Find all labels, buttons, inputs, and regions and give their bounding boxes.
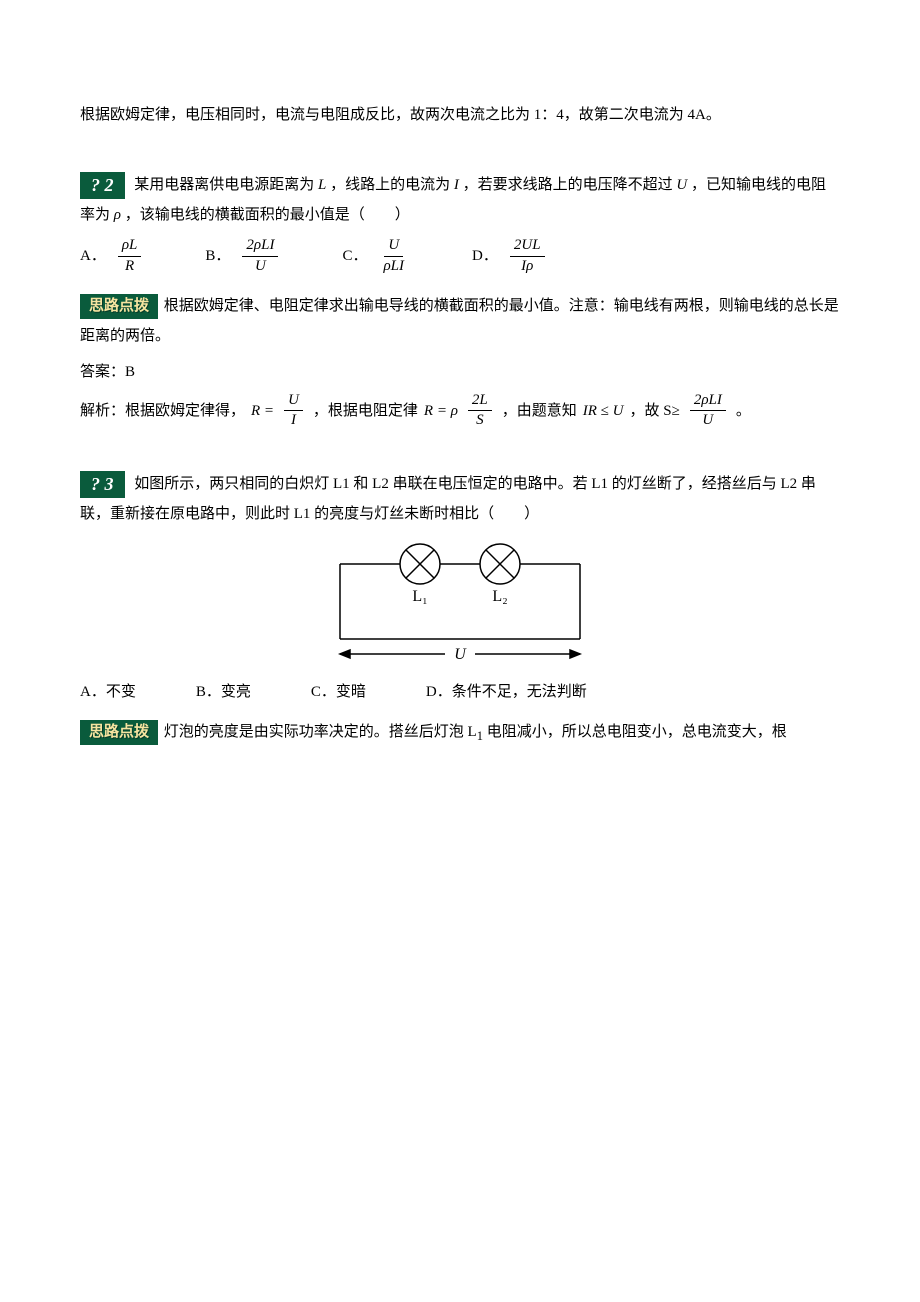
- circuit-L2-label: L₂: [492, 588, 507, 605]
- q2-opt-A-den: R: [121, 257, 138, 275]
- q3-opt-B-text: 变亮: [221, 684, 251, 700]
- prev-explanation: 根据欧姆定律，电压相同时，电流与电阻成反比，故两次电流之比为 1：4，故第二次电…: [80, 100, 840, 130]
- q3-hint-pre: 灯泡的亮度是由实际功率决定的。搭丝后灯泡 L: [164, 724, 477, 740]
- q2-opt-A-num: ρL: [118, 238, 142, 257]
- q2-expl-mid1: ，根据电阻定律: [313, 396, 418, 426]
- q2-opt-A: A． ρL R: [80, 238, 145, 275]
- q2-answer-val: B: [125, 364, 135, 380]
- q2-opt-D-label: D．: [472, 241, 498, 271]
- q3-hint-post: 电阻减小，所以总电阻变小，总电流变大，根: [483, 724, 787, 740]
- q3-opt-D-label: D．: [426, 684, 452, 700]
- q3-opt-C-text: 变暗: [336, 684, 366, 700]
- q2-opt-B-label: B．: [205, 241, 230, 271]
- circuit-diagram: L₁ L₂ U: [310, 539, 610, 669]
- q2-opt-B-frac: 2ρLI U: [242, 238, 278, 275]
- q2-var-U: U: [676, 177, 687, 193]
- q2-opt-B-num: 2ρLI: [242, 238, 278, 257]
- q3-opt-B: B．变亮: [196, 677, 251, 707]
- q2-opt-C-num: U: [384, 238, 403, 257]
- q2-var-L: L: [318, 177, 326, 193]
- q2-opt-D-num: 2UL: [510, 238, 545, 257]
- q2-hint-badge: 思路点拨: [80, 294, 158, 319]
- q2-opt-C-frac: U ρLI: [379, 238, 408, 275]
- q2-expl-S-num: 2ρLI: [690, 393, 726, 412]
- q2-explanation: 解析：根据欧姆定律得， R = U I ，根据电阻定律 R = ρ 2L S ，…: [80, 393, 840, 430]
- q2-stem-e: ，该输电线的横截面积的最小值是（ ）: [125, 207, 410, 223]
- q2-expl-R2-num: 2L: [468, 393, 492, 412]
- q2-opt-B-den: U: [251, 257, 270, 275]
- q3-stem-text: 如图所示，两只相同的白炽灯 L1 和 L2 串联在电压恒定的电路中。若 L1 的…: [80, 476, 816, 522]
- q3-opt-C-label: C．: [311, 684, 336, 700]
- q2-expl-R1-frac: U I: [284, 393, 303, 430]
- q3-opt-D: D．条件不足，无法判断: [426, 677, 587, 707]
- q2-opt-D: D． 2UL Iρ: [472, 238, 549, 275]
- q2-var-I: I: [454, 177, 459, 193]
- q2-expl-ineq: IR ≤ U: [583, 396, 624, 426]
- q2-expl-S-den: U: [698, 411, 717, 429]
- q2-expl-label: 解析：根据欧姆定律得，: [80, 396, 245, 426]
- q2-answer: 答案：B: [80, 357, 840, 387]
- q2-opt-A-frac: ρL R: [118, 238, 142, 275]
- q2-opt-D-frac: 2UL Iρ: [510, 238, 545, 275]
- q2-expl-S-frac: 2ρLI U: [690, 393, 726, 430]
- question-2: ? 2 某用电器离供电电源距离为 L ，线路上的电流为 I ，若要求线路上的电压…: [80, 170, 840, 429]
- q2-expl-R2-lhs: R = ρ: [424, 396, 458, 426]
- q2-expl-end: 。: [736, 396, 751, 426]
- q2-opt-C-den: ρLI: [379, 257, 408, 275]
- q3-opt-D-text: 条件不足，无法判断: [452, 684, 587, 700]
- circuit-L1-label: L₁: [412, 588, 427, 605]
- q3-circuit: L₁ L₂ U: [80, 539, 840, 669]
- q2-stem: ? 2 某用电器离供电电源距离为 L ，线路上的电流为 I ，若要求线路上的电压…: [80, 170, 840, 230]
- q2-expl-R1-lhs: R =: [251, 396, 274, 426]
- q3-hint: 思路点拨 灯泡的亮度是由实际功率决定的。搭丝后灯泡 L1 电阻减小，所以总电阻变…: [80, 717, 840, 749]
- q2-expl-mid2: ，由题意知: [502, 396, 577, 426]
- q2-opt-C-label: C．: [342, 241, 367, 271]
- question-3: ? 3 如图所示，两只相同的白炽灯 L1 和 L2 串联在电压恒定的电路中。若 …: [80, 469, 840, 749]
- q2-expl-mid3: ，故 S≥: [630, 396, 680, 426]
- q2-stem-b: ，线路上的电流为: [330, 177, 450, 193]
- q2-expl-R2-frac: 2L S: [468, 393, 492, 430]
- q2-var-rho: ρ: [114, 207, 121, 223]
- q2-stem-c: ，若要求线路上的电压降不超过: [463, 177, 673, 193]
- q2-badge: ? 2: [80, 172, 125, 200]
- q3-hint-badge: 思路点拨: [80, 720, 158, 745]
- q3-options: A．不变 B．变亮 C．变暗 D．条件不足，无法判断: [80, 677, 840, 707]
- q3-opt-A: A．不变: [80, 677, 136, 707]
- q2-expl-R2-den: S: [472, 411, 488, 429]
- q2-opt-C: C． U ρLI: [342, 238, 412, 275]
- q2-answer-label: 答案：: [80, 364, 125, 380]
- q2-opt-D-den: Iρ: [517, 257, 537, 275]
- q2-hint: 思路点拨 根据欧姆定律、电阻定律求出输电导线的横截面积的最小值。注意：输电线有两…: [80, 291, 840, 351]
- q3-opt-A-text: 不变: [106, 684, 136, 700]
- q2-stem-a: 某用电器离供电电源距离为: [134, 177, 314, 193]
- q2-opt-A-label: A．: [80, 241, 106, 271]
- q3-opt-A-label: A．: [80, 684, 106, 700]
- q2-expl-R1-den: I: [287, 411, 300, 429]
- q2-opt-B: B． 2ρLI U: [205, 238, 282, 275]
- q2-expl-R1-num: U: [284, 393, 303, 412]
- q3-opt-C: C．变暗: [311, 677, 366, 707]
- q2-hint-text: 根据欧姆定律、电阻定律求出输电导线的横截面积的最小值。注意：输电线有两根，则输电…: [80, 298, 839, 344]
- q3-stem: ? 3 如图所示，两只相同的白炽灯 L1 和 L2 串联在电压恒定的电路中。若 …: [80, 469, 840, 529]
- circuit-U-label: U: [454, 646, 467, 663]
- q3-badge: ? 3: [80, 471, 125, 499]
- q2-options: A． ρL R B． 2ρLI U C． U ρLI: [80, 238, 840, 275]
- q3-opt-B-label: B．: [196, 684, 221, 700]
